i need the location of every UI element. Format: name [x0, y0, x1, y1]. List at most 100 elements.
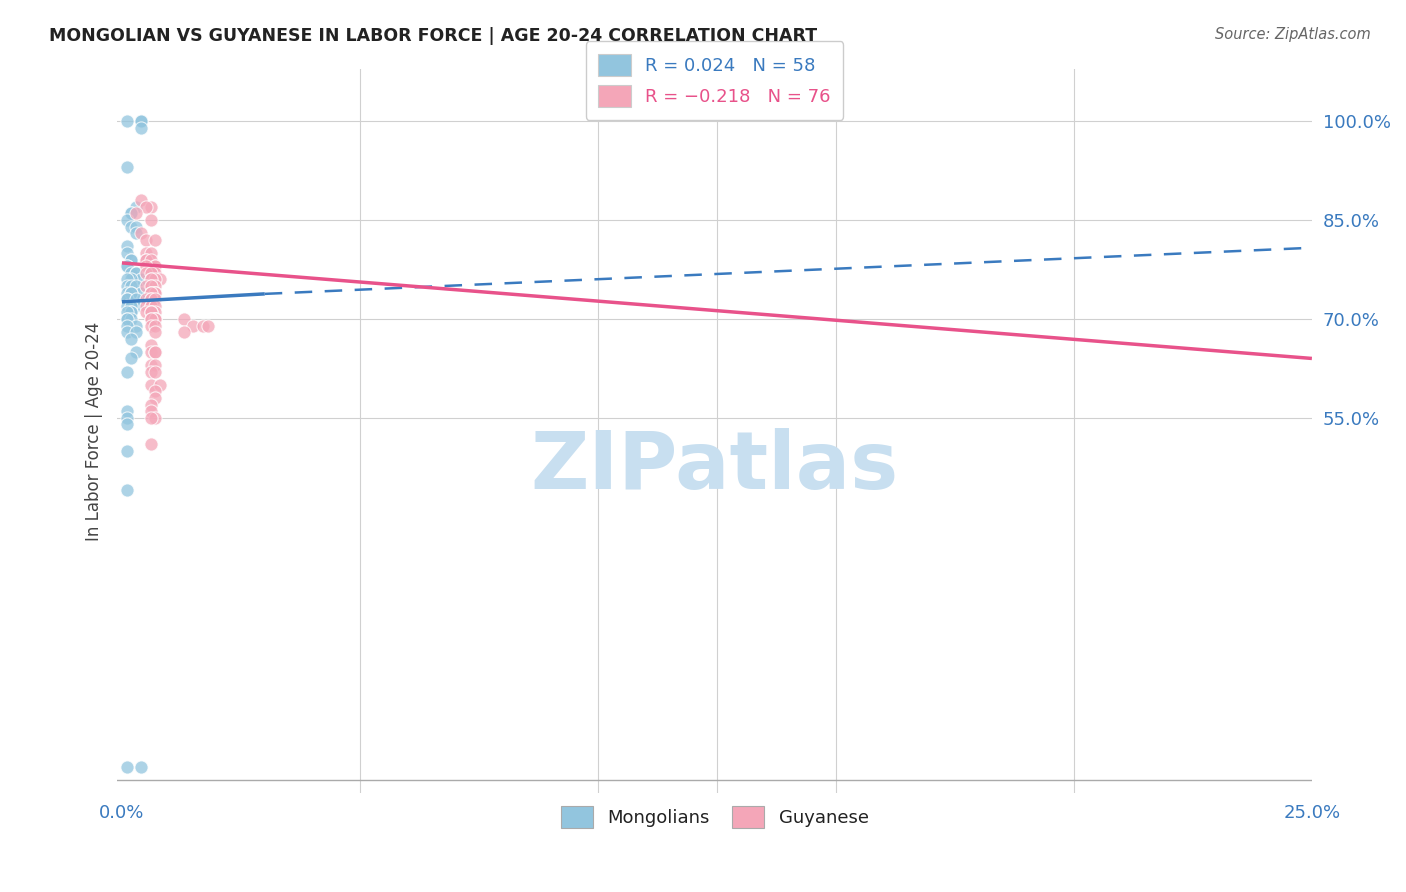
Point	[143, 344, 166, 359]
Point	[139, 246, 162, 260]
Point	[143, 312, 166, 326]
Point	[125, 206, 148, 220]
Point	[121, 279, 143, 293]
Point	[121, 299, 143, 313]
Point	[125, 292, 148, 306]
Point	[129, 226, 152, 240]
Point	[129, 114, 152, 128]
Point	[139, 344, 162, 359]
Point	[115, 272, 138, 286]
Point	[135, 233, 157, 247]
Point	[143, 259, 166, 273]
Point	[139, 272, 162, 286]
Point	[121, 305, 143, 319]
Legend: Mongolians, Guyanese: Mongolians, Guyanese	[554, 798, 876, 835]
Point	[115, 213, 138, 227]
Point	[143, 266, 166, 280]
Point	[149, 377, 172, 392]
Point	[125, 266, 148, 280]
Point	[121, 219, 143, 234]
Point	[135, 200, 157, 214]
Point	[173, 325, 195, 339]
Point	[143, 279, 166, 293]
Text: MONGOLIAN VS GUYANESE IN LABOR FORCE | AGE 20-24 CORRELATION CHART: MONGOLIAN VS GUYANESE IN LABOR FORCE | A…	[49, 27, 817, 45]
Point	[139, 410, 162, 425]
Point	[129, 120, 152, 135]
Point	[115, 292, 138, 306]
Point	[197, 318, 219, 333]
Point	[143, 272, 166, 286]
Point	[139, 213, 162, 227]
Point	[139, 437, 162, 451]
Point	[143, 312, 166, 326]
Point	[143, 391, 166, 405]
Point	[135, 246, 157, 260]
Point	[121, 285, 143, 300]
Point	[139, 292, 162, 306]
Point	[121, 351, 143, 366]
Point	[125, 266, 148, 280]
Point	[121, 206, 143, 220]
Point	[115, 443, 138, 458]
Point	[139, 365, 162, 379]
Point	[143, 410, 166, 425]
Y-axis label: In Labor Force | Age 20-24: In Labor Force | Age 20-24	[86, 321, 103, 541]
Point	[135, 292, 157, 306]
Point	[125, 200, 148, 214]
Point	[139, 272, 162, 286]
Point	[143, 312, 166, 326]
Point	[115, 246, 138, 260]
Point	[129, 114, 152, 128]
Text: ZIPatlas: ZIPatlas	[530, 428, 898, 506]
Point	[121, 332, 143, 346]
Point	[143, 305, 166, 319]
Point	[143, 344, 166, 359]
Point	[135, 252, 157, 267]
Point	[135, 266, 157, 280]
Point	[183, 318, 205, 333]
Point	[139, 279, 162, 293]
Point	[125, 344, 148, 359]
Point	[139, 285, 162, 300]
Point	[143, 299, 166, 313]
Point	[139, 305, 162, 319]
Point	[139, 312, 162, 326]
Point	[125, 219, 148, 234]
Point	[143, 285, 166, 300]
Point	[129, 272, 152, 286]
Point	[125, 279, 148, 293]
Point	[143, 358, 166, 372]
Point	[115, 239, 138, 253]
Point	[139, 305, 162, 319]
Point	[135, 305, 157, 319]
Point	[121, 252, 143, 267]
Point	[139, 398, 162, 412]
Point	[139, 292, 162, 306]
Point	[139, 305, 162, 319]
Point	[143, 259, 166, 273]
Point	[139, 299, 162, 313]
Point	[115, 312, 138, 326]
Point	[121, 285, 143, 300]
Point	[115, 483, 138, 498]
Point	[121, 312, 143, 326]
Text: Source: ZipAtlas.com: Source: ZipAtlas.com	[1215, 27, 1371, 42]
Point	[135, 299, 157, 313]
Point	[115, 259, 138, 273]
Point	[143, 292, 166, 306]
Point	[139, 266, 162, 280]
Point	[125, 299, 148, 313]
Point	[139, 312, 162, 326]
Point	[139, 285, 162, 300]
Point	[139, 377, 162, 392]
Point	[143, 318, 166, 333]
Point	[143, 233, 166, 247]
Point	[139, 285, 162, 300]
Point	[121, 252, 143, 267]
Point	[139, 299, 162, 313]
Point	[143, 285, 166, 300]
Point	[129, 285, 152, 300]
Point	[115, 325, 138, 339]
Point	[143, 325, 166, 339]
Point	[115, 312, 138, 326]
